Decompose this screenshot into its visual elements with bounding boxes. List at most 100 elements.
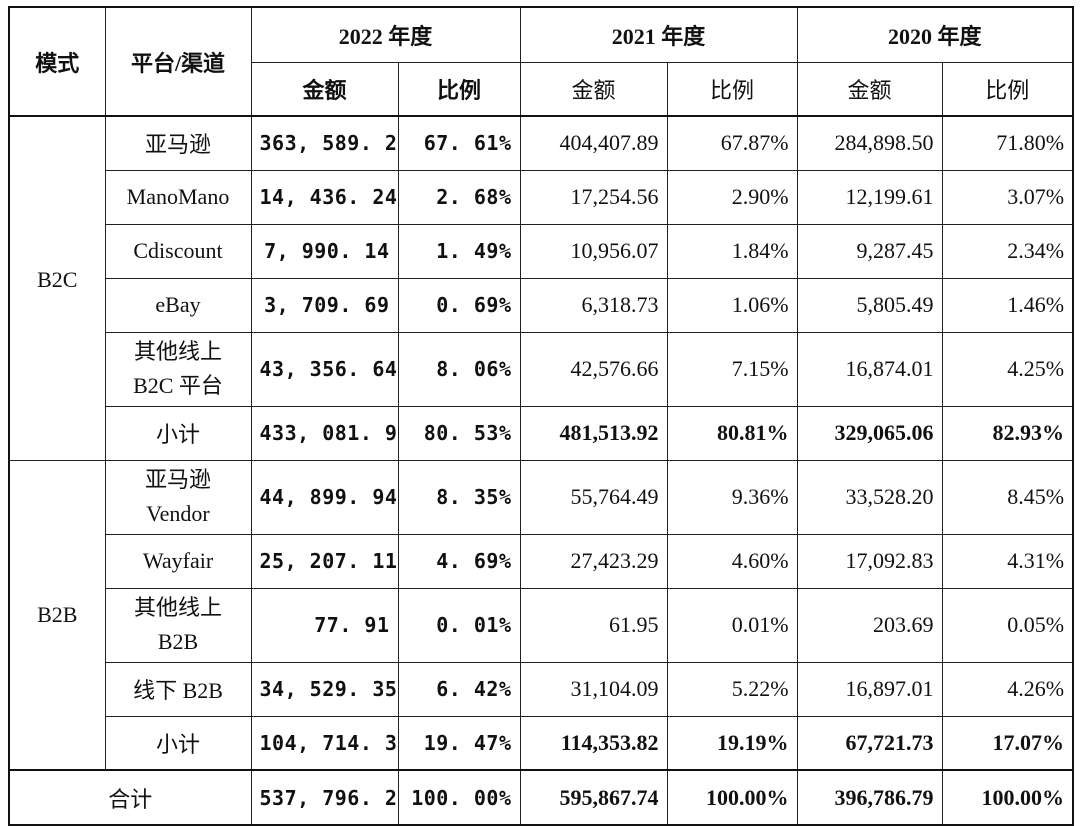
platform-line-1: 其他线上 xyxy=(133,339,222,364)
amount-2021-cell: 27,423.29 xyxy=(519,533,668,589)
ratio-2020-cell: 71.80% xyxy=(941,115,1074,171)
amount-2022-cell: 77. 91 xyxy=(250,587,399,663)
ratio-2020-cell: 4.26% xyxy=(941,661,1074,717)
ratio-2022-cell: 0. 69% xyxy=(397,277,521,333)
amount-2021-cell: 114,353.82 xyxy=(519,715,668,771)
ratio-2022-cell: 80. 53% xyxy=(397,405,521,461)
amount-2021-cell: 17,254.56 xyxy=(519,169,668,225)
platform-cell: Cdiscount xyxy=(104,223,252,279)
year-2020-header: 2020 年度 xyxy=(796,6,1074,63)
amount-2021-header: 金额 xyxy=(519,61,668,117)
amount-2022-cell: 3, 709. 69 xyxy=(250,277,399,333)
table-row: 线下 B2B 34, 529. 35 6. 42% 31,104.09 5.22… xyxy=(9,661,1074,717)
ratio-2021-cell: 4.60% xyxy=(666,533,798,589)
ratio-2020-header: 比例 xyxy=(941,61,1074,117)
ratio-2020-cell: 1.46% xyxy=(941,277,1074,333)
amount-2022-cell: 104, 714. 30 xyxy=(250,715,399,771)
ratio-2021-cell: 67.87% xyxy=(666,115,798,171)
subtotal-row: 小计 104, 714. 30 19. 47% 114,353.82 19.19… xyxy=(9,715,1074,771)
ratio-2021-cell: 2.90% xyxy=(666,169,798,225)
amount-2020-cell: 203.69 xyxy=(796,587,943,663)
subtotal-label: 小计 xyxy=(104,715,252,771)
amount-2022-cell: 363, 589. 25 xyxy=(250,115,399,171)
table-row: B2B 亚马逊 Vendor 44, 899. 94 8. 35% 55,764… xyxy=(8,459,1074,771)
ratio-2022-cell: 100. 00% xyxy=(397,769,521,826)
platform-cell: ManoMano xyxy=(104,169,252,225)
amount-2021-cell: 10,956.07 xyxy=(519,223,668,279)
header-row-years: 模式 平台/渠道 2022 年度 2021 年度 2020 年度 xyxy=(8,6,1074,117)
amount-2022-cell: 433, 081. 96 xyxy=(250,405,399,461)
amount-2020-cell: 396,786.79 xyxy=(796,769,943,826)
ratio-2020-cell: 8.45% xyxy=(941,459,1074,535)
amount-2021-cell: 404,407.89 xyxy=(519,115,668,171)
total-row: 合计 537, 796. 27 100. 00% 595,867.74 100.… xyxy=(8,769,1074,826)
ratio-2020-cell: 2.34% xyxy=(941,223,1074,279)
amount-2022-cell: 25, 207. 11 xyxy=(250,533,399,589)
amount-2020-cell: 33,528.20 xyxy=(796,459,943,535)
ratio-2022-cell: 19. 47% xyxy=(397,715,521,771)
amount-2021-cell: 42,576.66 xyxy=(519,331,668,407)
amount-2020-cell: 9,287.45 xyxy=(796,223,943,279)
subtotal-row: 小计 433, 081. 96 80. 53% 481,513.92 80.81… xyxy=(9,405,1074,461)
platform-line-2: B2B xyxy=(157,629,199,654)
ratio-2020-cell: 17.07% xyxy=(941,715,1074,771)
platform-cell: eBay xyxy=(104,277,252,333)
total-label: 合计 xyxy=(8,769,252,826)
amount-2022-cell: 537, 796. 27 xyxy=(250,769,399,826)
amount-2022-cell: 7, 990. 14 xyxy=(250,223,399,279)
platform-cell: 亚马逊 Vendor xyxy=(104,459,252,535)
amount-2020-cell: 17,092.83 xyxy=(796,533,943,589)
platform-cell: 亚马逊 xyxy=(104,115,252,171)
ratio-2022-cell: 8. 06% xyxy=(397,331,521,407)
ratio-2020-cell: 4.31% xyxy=(941,533,1074,589)
ratio-2021-cell: 0.01% xyxy=(666,587,798,663)
ratio-2020-cell: 100.00% xyxy=(941,769,1074,826)
amount-2021-cell: 6,318.73 xyxy=(519,277,668,333)
ratio-2022-cell: 4. 69% xyxy=(397,533,521,589)
b2b-group-label: B2B xyxy=(8,459,106,771)
platform-line-1: 亚马逊 xyxy=(144,467,211,492)
mode-header: 模式 xyxy=(8,6,106,117)
subtotal-label: 小计 xyxy=(104,405,252,461)
platform-cell: 其他线上 B2C 平台 xyxy=(104,331,252,407)
ratio-2021-cell: 5.22% xyxy=(666,661,798,717)
ratio-2022-cell: 1. 49% xyxy=(397,223,521,279)
platform-line-2: B2C 平台 xyxy=(133,373,223,398)
ratio-2022-cell: 8. 35% xyxy=(397,459,521,535)
ratio-2022-cell: 2. 68% xyxy=(397,169,521,225)
ratio-2021-cell: 100.00% xyxy=(666,769,798,826)
platform-line-2: Vendor xyxy=(146,501,210,526)
amount-2022-cell: 43, 356. 64 xyxy=(250,331,399,407)
table-row: ManoMano 14, 436. 24 2. 68% 17,254.56 2.… xyxy=(9,169,1074,225)
amount-2021-cell: 595,867.74 xyxy=(519,769,668,826)
ratio-2021-cell: 1.84% xyxy=(666,223,798,279)
platform-cell: 其他线上 B2B xyxy=(104,587,252,663)
table-row: B2C 亚马逊 363, 589. 25 67. 61% 404,407.89 … xyxy=(8,115,1074,461)
amount-2022-header: 金额 xyxy=(250,61,399,117)
ratio-2022-header: 比例 xyxy=(397,61,521,117)
ratio-2020-cell: 0.05% xyxy=(941,587,1074,663)
ratio-2020-cell: 4.25% xyxy=(941,331,1074,407)
table-row: Cdiscount 7, 990. 14 1. 49% 10,956.07 1.… xyxy=(9,223,1074,279)
amount-2021-cell: 61.95 xyxy=(519,587,668,663)
b2c-group-label: B2C xyxy=(8,115,106,461)
platform-cell: 线下 B2B xyxy=(104,661,252,717)
ratio-2020-cell: 3.07% xyxy=(941,169,1074,225)
amount-2021-cell: 55,764.49 xyxy=(519,459,668,535)
ratio-2021-cell: 9.36% xyxy=(666,459,798,535)
table-row: Wayfair 25, 207. 11 4. 69% 27,423.29 4.6… xyxy=(9,533,1074,589)
ratio-2021-cell: 80.81% xyxy=(666,405,798,461)
amount-2020-cell: 12,199.61 xyxy=(796,169,943,225)
amount-2020-cell: 284,898.50 xyxy=(796,115,943,171)
ratio-2021-cell: 7.15% xyxy=(666,331,798,407)
ratio-2021-header: 比例 xyxy=(666,61,798,117)
amount-2022-cell: 14, 436. 24 xyxy=(250,169,399,225)
table-row: 其他线上 B2B 77. 91 0. 01% 61.95 0.01% 203.6… xyxy=(9,587,1074,663)
year-2022-header: 2022 年度 xyxy=(250,6,521,63)
amount-2020-cell: 329,065.06 xyxy=(796,405,943,461)
ratio-2020-cell: 82.93% xyxy=(941,405,1074,461)
amount-2022-cell: 44, 899. 94 xyxy=(250,459,399,535)
platform-cell: Wayfair xyxy=(104,533,252,589)
ratio-2021-cell: 19.19% xyxy=(666,715,798,771)
amount-2022-cell: 34, 529. 35 xyxy=(250,661,399,717)
